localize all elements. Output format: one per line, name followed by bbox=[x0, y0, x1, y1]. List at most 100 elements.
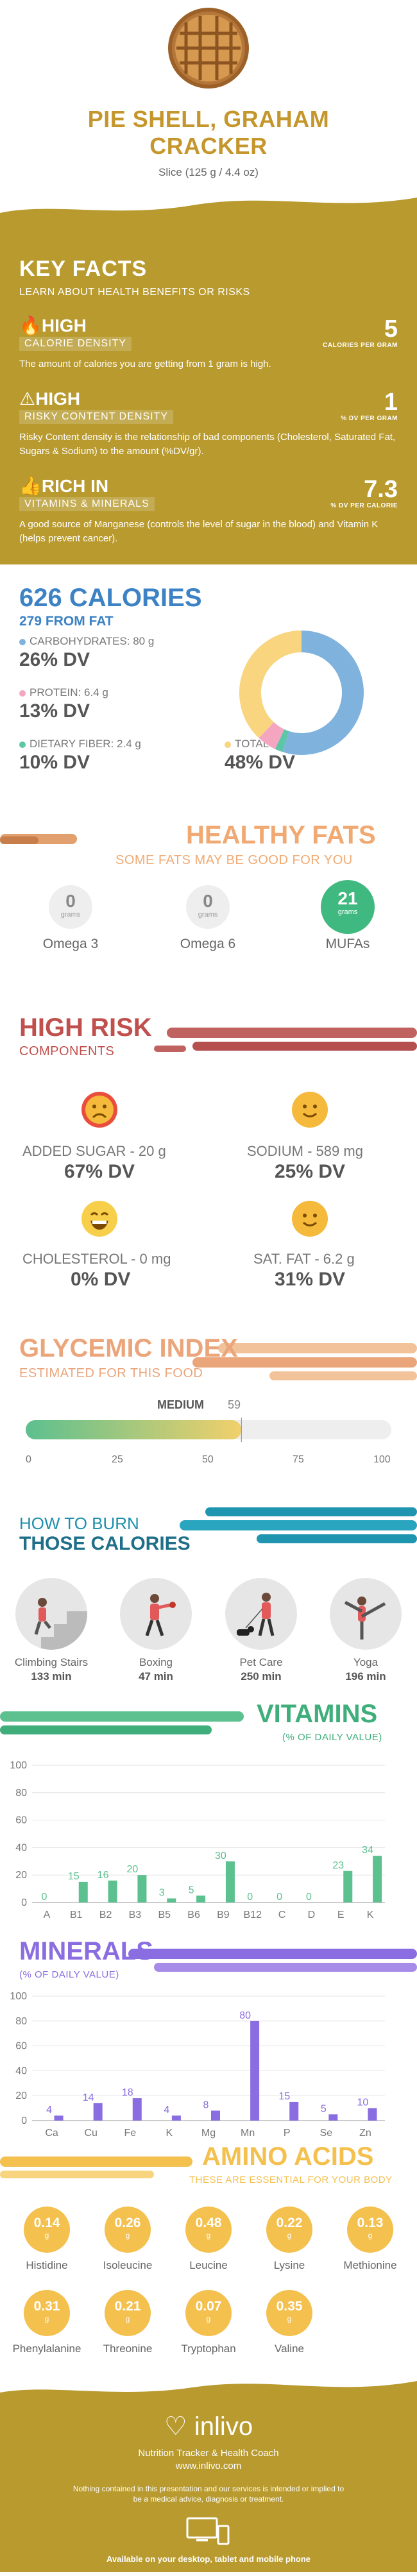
x-tick-label: Zn bbox=[359, 2128, 371, 2139]
fact-description: A good source of Manganese (controls the… bbox=[19, 519, 379, 544]
bar bbox=[54, 2115, 64, 2121]
y-tick-label: 80 bbox=[15, 2016, 27, 2027]
flame-icon: 🔥 bbox=[19, 316, 42, 335]
amino-value: 0.48 bbox=[195, 2216, 222, 2230]
bar-value-label: 4 bbox=[46, 2105, 52, 2115]
risk-sat-fat-label: SAT. FAT - 6.2 g bbox=[253, 1251, 355, 1267]
minerals-title: MINERALS bbox=[19, 1937, 153, 1965]
amino-unit: g bbox=[206, 2314, 211, 2323]
footer: ♡ inlivo Nutrition Tracker & Health Coac… bbox=[0, 2373, 417, 2572]
bar bbox=[211, 2110, 220, 2121]
boxing-icon bbox=[120, 1578, 192, 1650]
x-tick-label: C bbox=[278, 1910, 286, 1920]
donut-slice-carbs bbox=[282, 631, 364, 755]
fat-omega6-label: Omega 6 bbox=[180, 936, 236, 951]
x-tick-label: A bbox=[44, 1910, 51, 1920]
pie-image bbox=[168, 8, 249, 89]
amino-name: Histidine bbox=[26, 2259, 68, 2271]
thumbs-up-icon: 👍 bbox=[19, 476, 42, 496]
minerals-subtitle: (% OF DAILY VALUE) bbox=[19, 1969, 119, 1980]
ribbon-decoration bbox=[0, 1711, 244, 1734]
x-tick-label: B1 bbox=[70, 1910, 83, 1920]
amino-title: AMINO ACIDS bbox=[202, 2142, 374, 2171]
vitamins-section: VITAMINS (% OF DAILY VALUE) 0 20 40 60 80 100… bbox=[0, 1700, 417, 1937]
smile-face-icon bbox=[292, 1092, 328, 1128]
bar bbox=[373, 1856, 382, 1902]
x-tick-label: Se bbox=[320, 2128, 333, 2139]
fats-subtitle: SOME FATS MAY BE GOOD FOR YOU bbox=[115, 853, 353, 867]
y-tick-label: 60 bbox=[15, 2041, 27, 2052]
fact-band: VITAMINS & MINERALS bbox=[19, 497, 155, 511]
calories-from-fat: 279 FROM FAT bbox=[19, 614, 114, 629]
fat-mufas-label: MUFAs bbox=[325, 936, 370, 951]
x-tick-label: Fe bbox=[124, 2128, 136, 2139]
calories-section: 626 CALORIES 279 FROM FAT CARBOHYDRATES:… bbox=[0, 564, 417, 808]
high-risk-section: HIGH RISK COMPONENTS ADDED SUGAR - 20 g … bbox=[0, 1007, 417, 1334]
fact-level: ⚠HIGH bbox=[19, 389, 81, 409]
wave-divider bbox=[0, 2373, 417, 2393]
y-tick-label: 0 bbox=[21, 1897, 27, 1908]
bar-value-label: 80 bbox=[239, 2010, 251, 2021]
healthy-fats-section: HEALTHY FATS SOME FATS MAY BE GOOD FOR Y… bbox=[0, 808, 417, 1007]
risk-added-sugar-dv: 67% DV bbox=[64, 1161, 135, 1182]
dot-icon bbox=[19, 690, 26, 697]
title-line-1: PIE SHELL, GRAHAM bbox=[87, 106, 330, 132]
amino-value: 0.07 bbox=[195, 2299, 222, 2314]
bar bbox=[225, 1861, 235, 1902]
amino-circle: 0.31 g bbox=[24, 2290, 70, 2336]
ribbon-decoration bbox=[192, 1343, 417, 1380]
bar bbox=[196, 1895, 206, 1902]
x-tick-label: B9 bbox=[217, 1910, 230, 1920]
amino-name: Threonine bbox=[103, 2343, 153, 2355]
key-facts-section: KEY FACTS LEARN ABOUT HEALTH BENEFITS OR… bbox=[0, 186, 417, 564]
macro-fiber: DIETARY FIBER: 2.4 g 10% DV bbox=[19, 738, 141, 773]
gi-tick: 25 bbox=[112, 1454, 123, 1465]
amino-unit: g bbox=[287, 2231, 292, 2240]
x-tick-label: B3 bbox=[129, 1910, 142, 1920]
risk-cholesterol-label: CHOLESTEROL - 0 mg bbox=[22, 1251, 171, 1267]
inlivo-logo: ♡ inlivo bbox=[164, 2412, 253, 2441]
gi-tick: 0 bbox=[26, 1454, 31, 1465]
burn-section: HOW TO BURN THOSE CALORIES Climbing Stai… bbox=[0, 1495, 417, 1700]
key-facts-subtitle: LEARN ABOUT HEALTH BENEFITS OR RISKS bbox=[19, 287, 250, 298]
bar bbox=[93, 2103, 103, 2121]
macro-protein: PROTEIN: 6.4 g 13% DV bbox=[19, 686, 108, 722]
fact-vitamins-minerals: 👍RICH IN VITAMINS & MINERALS 7.3% DV PER… bbox=[19, 477, 398, 546]
activity-name: Climbing Stairs bbox=[14, 1656, 89, 1668]
x-tick-label: B5 bbox=[158, 1910, 171, 1920]
ribbon-decoration bbox=[154, 1028, 417, 1052]
amino-circle: 0.13 g bbox=[347, 2207, 393, 2253]
x-tick-label: P bbox=[284, 2128, 291, 2139]
footer-url[interactable]: www.inlivo.com bbox=[175, 2461, 242, 2471]
fact-description: The amount of calories you are getting f… bbox=[19, 359, 271, 369]
bar-value-label: 20 bbox=[127, 1864, 139, 1875]
fact-description: Risky Content density is the relationshi… bbox=[19, 432, 396, 457]
amino-circle: 0.48 g bbox=[185, 2207, 232, 2253]
fact-risky-content: ⚠HIGH RISKY CONTENT DENSITY 1% DV PER GR… bbox=[19, 389, 398, 459]
bar-value-label: 5 bbox=[189, 1885, 194, 1895]
activity-name: Pet Care bbox=[239, 1656, 283, 1668]
y-tick-label: 60 bbox=[15, 1815, 27, 1826]
x-tick-label: K bbox=[166, 2128, 173, 2139]
x-tick-label: Mn bbox=[241, 2128, 255, 2139]
amino-subtitle: THESE ARE ESSENTIAL FOR YOUR BODY bbox=[189, 2174, 393, 2185]
footer-tagline: Nutrition Tracker & Health Coach bbox=[138, 2448, 279, 2459]
bar-value-label: 0 bbox=[277, 1892, 282, 1902]
donut-slice-protein bbox=[259, 722, 285, 749]
y-tick-label: 0 bbox=[21, 2115, 27, 2126]
bar-value-label: 5 bbox=[321, 2103, 327, 2114]
amino-circle: 0.26 g bbox=[105, 2207, 151, 2253]
risk-title: HIGH RISK bbox=[19, 1013, 152, 1042]
risk-subtitle: COMPONENTS bbox=[19, 1044, 115, 1058]
amino-name: Lysine bbox=[273, 2259, 305, 2271]
glycemic-subtitle: ESTIMATED FOR THIS FOOD bbox=[19, 1366, 203, 1380]
macro-carbs: CARBOHYDRATES: 80 g 26% DV bbox=[19, 635, 155, 670]
amino-unit: g bbox=[44, 2231, 49, 2240]
bar bbox=[108, 1880, 117, 1902]
gi-tick: 100 bbox=[373, 1454, 391, 1465]
bar-value-label: 30 bbox=[215, 1851, 226, 1861]
gi-tick: 75 bbox=[293, 1454, 304, 1465]
devices-icon bbox=[186, 2517, 230, 2545]
bar bbox=[289, 2101, 299, 2121]
fat-omega3-label: Omega 3 bbox=[42, 936, 99, 951]
